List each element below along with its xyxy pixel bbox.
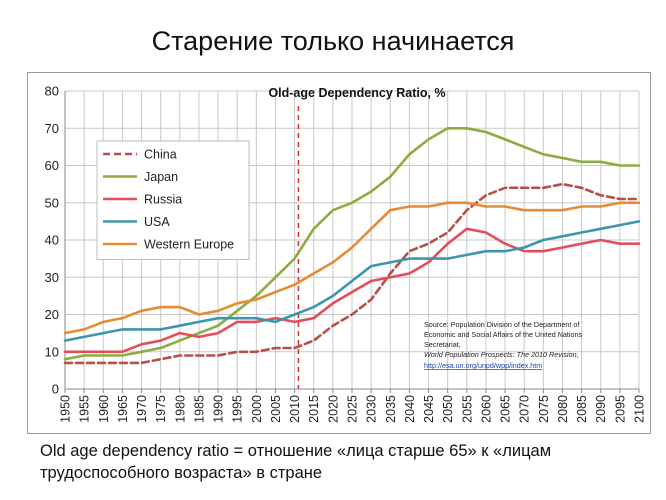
x-tick-label: 2070: [518, 395, 532, 423]
x-tick-label: 2005: [269, 395, 283, 423]
y-tick-label: 80: [45, 84, 59, 99]
legend: China Japan Russia USA Western Europe: [96, 140, 250, 260]
y-tick-label: 0: [52, 382, 59, 397]
x-tick-label: 1980: [173, 395, 187, 423]
legend-label-usa: USA: [144, 215, 170, 229]
x-tick-label: 2055: [460, 395, 474, 423]
legend-label-china: China: [144, 148, 177, 162]
x-tick-label: 2075: [537, 395, 551, 423]
x-tick-label: 2010: [288, 395, 302, 423]
x-tick-label: 1960: [97, 395, 111, 423]
y-tick-label: 30: [45, 270, 59, 285]
x-tick-label: 2095: [613, 395, 627, 423]
series-line-japan: [63, 126, 641, 361]
y-tick-label: 20: [45, 307, 59, 322]
x-tick-label: 2020: [326, 395, 340, 423]
x-tick-label: 2030: [365, 395, 379, 423]
legend-label-japan: Japan: [144, 170, 178, 184]
y-tick-label: 70: [45, 121, 59, 136]
x-tick-label: 2000: [250, 395, 264, 423]
y-tick-label: 40: [45, 233, 59, 248]
source-line-1: Source: Population Division of the Depar…: [424, 320, 579, 329]
x-tick-label: 2035: [384, 395, 398, 423]
x-tick-label: 1950: [59, 395, 73, 423]
legend-label-western-europe: Western Europe: [144, 238, 234, 252]
y-tick-label: 60: [45, 158, 59, 173]
x-tick-label: 1955: [78, 395, 92, 423]
series-line-china: [63, 182, 641, 365]
x-tick-label: 2085: [575, 395, 589, 423]
x-tick-label: 1965: [116, 395, 130, 423]
x-tick-label: 1970: [135, 395, 149, 423]
source-line-4: World Population Prospects: The 2010 Rev…: [424, 350, 579, 359]
x-tick-label: 2060: [479, 395, 493, 423]
x-tick-label: 1975: [154, 395, 168, 423]
footnote: Old age dependency ratio = отношение «ли…: [40, 442, 552, 482]
x-tick-label: 2045: [422, 395, 436, 423]
series-line-usa: [63, 220, 641, 342]
y-tick-label: 10: [45, 344, 59, 359]
source-link[interactable]: http://esa.un.org/unpd/wpp/index.htm: [424, 361, 542, 370]
x-tick-label: 2080: [556, 395, 570, 423]
x-tick-label: 2100: [633, 395, 647, 423]
source-line-2: Economic and Social Affairs of the Unite…: [424, 330, 582, 339]
y-tick-label: 50: [45, 195, 59, 210]
x-tick-label: 2090: [594, 395, 608, 423]
x-tick-label: 1985: [192, 395, 206, 423]
x-tick-label: 2025: [346, 395, 360, 423]
slide-title: Старение только начинается: [151, 26, 515, 56]
x-tick-label: 2015: [307, 395, 321, 423]
x-tick-label: 2050: [441, 395, 455, 423]
x-tick-label: 1990: [212, 395, 226, 423]
legend-label-russia: Russia: [144, 193, 182, 207]
x-tick-label: 1995: [231, 395, 245, 423]
chart-title: Old-age Dependency Ratio, %: [268, 86, 445, 100]
chart-frame: 0 10 20 30 40 50 60 70 80 1950 1955 1960 1965 1970 197…: [27, 72, 651, 434]
series-lines: [63, 106, 641, 389]
source-line-3: Secretariat,: [424, 340, 461, 349]
source-note: Source: Population Division of the Depar…: [424, 320, 582, 370]
series-line-western-europe: [63, 201, 641, 335]
x-tick-label: 2065: [499, 395, 513, 423]
x-tick-label: 2040: [403, 395, 417, 423]
series-line-russia: [63, 227, 641, 354]
